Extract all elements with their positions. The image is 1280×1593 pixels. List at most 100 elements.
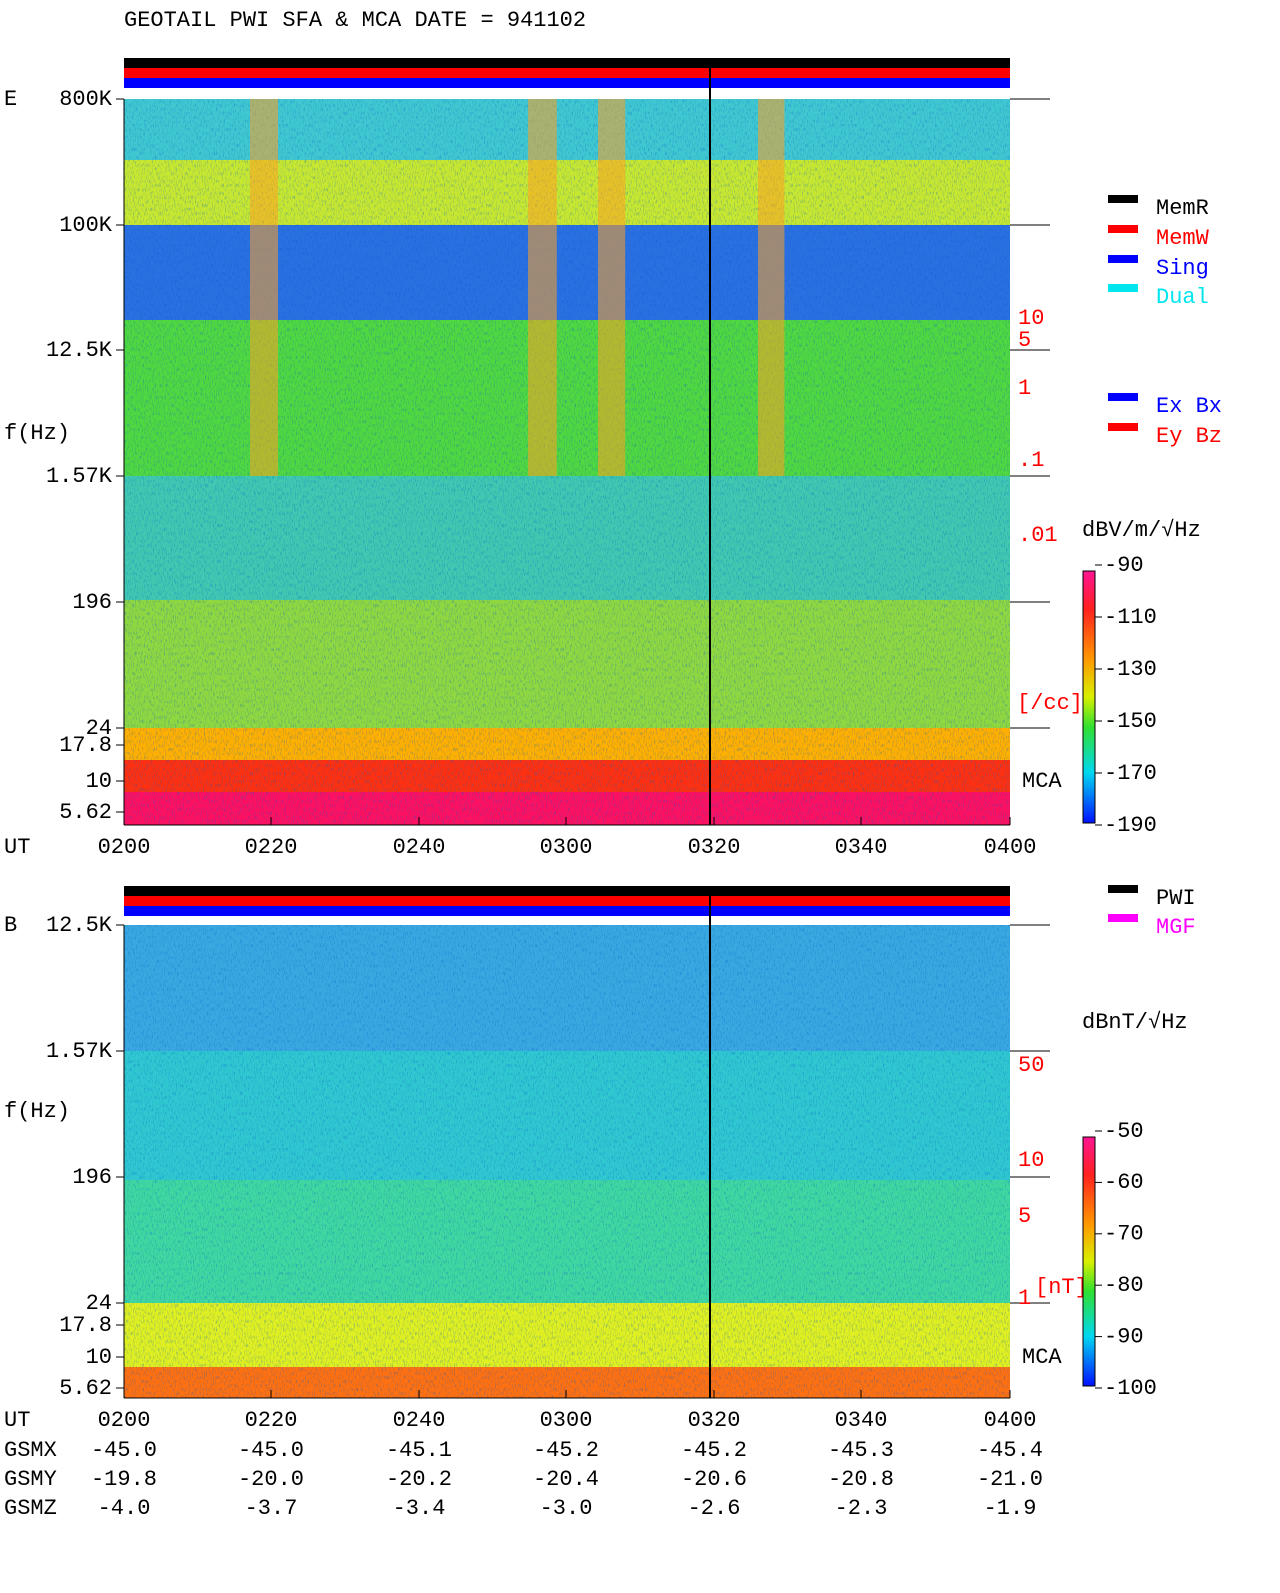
density-label: [nT] (1035, 1275, 1088, 1300)
y-axis-label: f(Hz) (4, 421, 70, 446)
orbit-row-name: GSMY (4, 1467, 57, 1492)
legend-swatch (1108, 393, 1138, 401)
frequency-label: 800K (59, 87, 113, 112)
orbit-value: -45.0 (91, 1438, 157, 1463)
time-label: 0300 (540, 835, 593, 860)
y-axis-label: f(Hz) (4, 1099, 70, 1124)
density-label: 50 (1018, 1053, 1044, 1078)
legend-label: MGF (1156, 915, 1196, 940)
frequency-label: 196 (72, 590, 112, 615)
density-label: 1 (1018, 1286, 1031, 1311)
time-label: 0220 (245, 1408, 298, 1433)
time-label: 0340 (835, 835, 888, 860)
emission-streak (250, 99, 278, 476)
status-bar (124, 58, 1010, 68)
status-bar (124, 896, 1010, 906)
time-label: 0320 (688, 1408, 741, 1433)
time-label: 0300 (540, 1408, 593, 1433)
legend-swatch (1108, 423, 1138, 431)
colorbar-units: dBnT/√Hz (1082, 1010, 1188, 1035)
status-bar (124, 886, 1010, 896)
colorbar-units: dBV/m/√Hz (1082, 518, 1201, 543)
legend-label: Dual (1156, 285, 1209, 310)
time-axis-label: UT (4, 835, 30, 860)
spectrogram-texture (124, 925, 1010, 1398)
colorbar-tick-label: -60 (1104, 1170, 1144, 1195)
orbit-value: -3.0 (540, 1496, 593, 1521)
frequency-label: 24 (86, 1291, 112, 1316)
panel-label: B (4, 913, 17, 938)
legend-label: MemW (1156, 226, 1210, 251)
colorbar-tick-label: -100 (1104, 1376, 1157, 1401)
legend-swatch (1108, 914, 1138, 922)
orbit-value: -45.0 (238, 1438, 304, 1463)
density-label: .01 (1018, 523, 1058, 548)
orbit-value: -45.1 (386, 1438, 452, 1463)
emission-streak (758, 99, 785, 476)
legend-swatch (1108, 885, 1138, 893)
colorbar-tick-label: -170 (1104, 761, 1157, 786)
status-bar (124, 68, 1010, 78)
colorbar-tick-label: -50 (1104, 1119, 1144, 1144)
frequency-label: 1.57K (46, 1039, 113, 1064)
colorbar-tick-label: -150 (1104, 709, 1157, 734)
colorbar (1082, 1136, 1096, 1387)
density-label: .1 (1018, 448, 1044, 473)
status-bar (124, 906, 1010, 916)
orbit-value: -45.2 (533, 1438, 599, 1463)
panel-label: E (4, 87, 17, 112)
orbit-value: -45.2 (681, 1438, 747, 1463)
colorbar (1082, 570, 1096, 824)
frequency-label: 196 (72, 1165, 112, 1190)
orbit-value: -3.7 (245, 1496, 298, 1521)
frequency-label: 17.8 (59, 1313, 112, 1338)
time-label: 0400 (984, 1408, 1037, 1433)
orbit-value: -21.0 (977, 1467, 1043, 1492)
orbit-value: -45.4 (977, 1438, 1043, 1463)
legend-label: Sing (1156, 256, 1209, 281)
orbit-value: -45.3 (828, 1438, 894, 1463)
density-label: 5 (1018, 1204, 1031, 1229)
colorbar-tick-label: -90 (1104, 553, 1144, 578)
orbit-value: -3.4 (393, 1496, 446, 1521)
emission-streak (528, 99, 557, 476)
frequency-label: 12.5K (46, 338, 113, 363)
density-label: 10 (1018, 306, 1044, 331)
frequency-label: 17.8 (59, 733, 112, 758)
figure-title: GEOTAIL PWI SFA & MCA DATE = 941102 (124, 8, 586, 33)
orbit-row-name: GSMZ (4, 1496, 57, 1521)
time-label: 0320 (688, 835, 741, 860)
time-axis-label: UT (4, 1408, 30, 1433)
legend-label: MemR (1156, 196, 1209, 221)
orbit-value: -20.4 (533, 1467, 599, 1492)
time-label: 0340 (835, 1408, 888, 1433)
density-label: 10 (1018, 1148, 1044, 1173)
time-label: 0200 (98, 835, 151, 860)
orbit-value: -2.3 (835, 1496, 888, 1521)
frequency-label: 5.62 (59, 1376, 112, 1401)
legend-swatch (1108, 195, 1138, 203)
mca-label: MCA (1022, 1345, 1062, 1370)
time-label: 0220 (245, 835, 298, 860)
frequency-label: 100K (59, 213, 113, 238)
frequency-label: 10 (86, 1345, 112, 1370)
colorbar-tick-label: -80 (1104, 1273, 1144, 1298)
orbit-value: -2.6 (688, 1496, 741, 1521)
orbit-value: -20.2 (386, 1467, 452, 1492)
status-bar (124, 78, 1010, 88)
colorbar-tick-label: -130 (1104, 657, 1157, 682)
legend-swatch (1108, 284, 1138, 292)
colorbar-tick-label: -70 (1104, 1222, 1144, 1247)
orbit-value: -20.8 (828, 1467, 894, 1492)
time-label: 0240 (393, 835, 446, 860)
orbit-value: -20.6 (681, 1467, 747, 1492)
colorbar-tick-label: -90 (1104, 1324, 1144, 1349)
legend-label: PWI (1156, 886, 1196, 911)
orbit-value: -19.8 (91, 1467, 157, 1492)
legend-swatch (1108, 255, 1138, 263)
orbit-row-name: GSMX (4, 1438, 57, 1463)
frequency-label: 5.62 (59, 800, 112, 825)
frequency-label: 24 (86, 716, 112, 741)
legend-label: Ex Bx (1156, 394, 1222, 419)
